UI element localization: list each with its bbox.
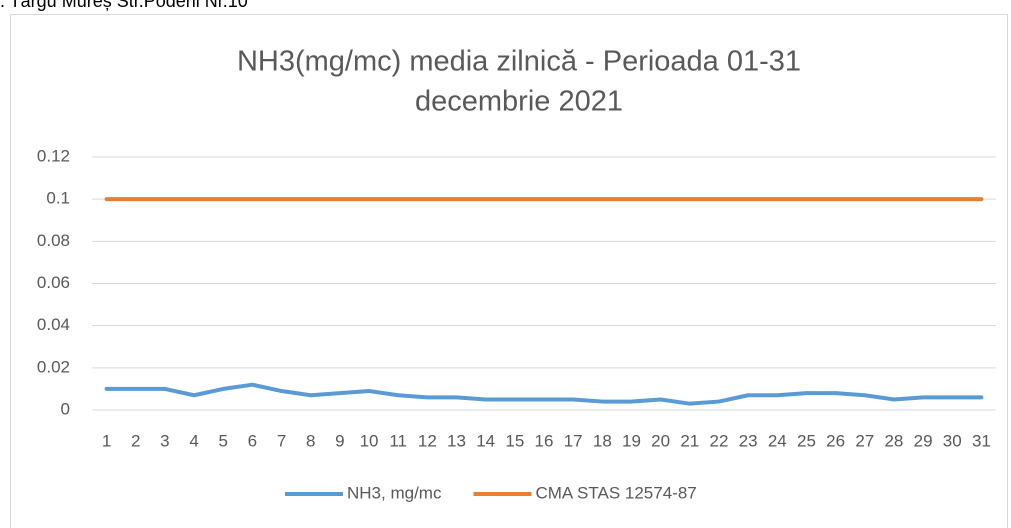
x-tick-label: 19 [622,431,641,450]
x-tick-label: 20 [651,431,670,450]
x-tick-label: 24 [768,431,787,450]
x-tick-label: 22 [710,431,729,450]
x-tick-label: 6 [248,431,257,450]
x-tick-label: 27 [855,431,874,450]
legend-label: CMA STAS 12574-87 [535,483,696,502]
chart-title: decembrie 2021 [415,86,623,118]
y-tick-label: 0 [61,399,70,418]
y-tick-label: 0.06 [37,273,70,292]
x-tick-label: 4 [189,431,198,450]
y-tick-label: 0.02 [37,357,70,376]
x-tick-label: 9 [335,431,344,450]
series-line [104,382,984,406]
x-tick-label: 18 [593,431,612,450]
y-tick-label: 0.04 [37,315,70,334]
x-tick-label: 14 [476,431,495,450]
x-tick-label: 2 [131,431,140,450]
x-tick-label: 10 [360,431,379,450]
header: l. Târgu Mureș Str.Podeni Nr.10 [0,0,248,11]
chart-border [10,14,1008,528]
y-tick-label: 0.12 [37,146,70,165]
x-tick-label: 11 [389,431,407,450]
x-tick-label: 13 [447,431,466,450]
x-tick-label: 17 [564,431,583,450]
x-tick-label: 25 [797,431,816,450]
y-tick-label: 0.08 [37,231,70,250]
y-tick-label: 0.1 [46,189,70,208]
x-tick-label: 5 [218,431,227,450]
x-tick-label: 12 [418,431,437,450]
x-tick-label: 26 [826,431,845,450]
x-tick-label: 3 [160,431,169,450]
x-tick-label: 31 [972,431,991,450]
x-tick-label: 7 [277,431,286,450]
x-tick-label: 8 [306,431,315,450]
chart-title: NH3(mg/mc) media zilnică - Perioada 01-3… [237,46,801,78]
x-tick-label: 29 [914,431,933,450]
legend-label: NH3, mg/mc [347,483,442,502]
x-tick-label: 30 [943,431,962,450]
x-tick-label: 16 [535,431,554,450]
x-tick-label: 1 [102,431,111,450]
x-tick-label: 15 [505,431,524,450]
x-tick-label: 28 [884,431,903,450]
x-tick-label: 21 [680,431,699,450]
x-tick-label: 23 [739,431,758,450]
